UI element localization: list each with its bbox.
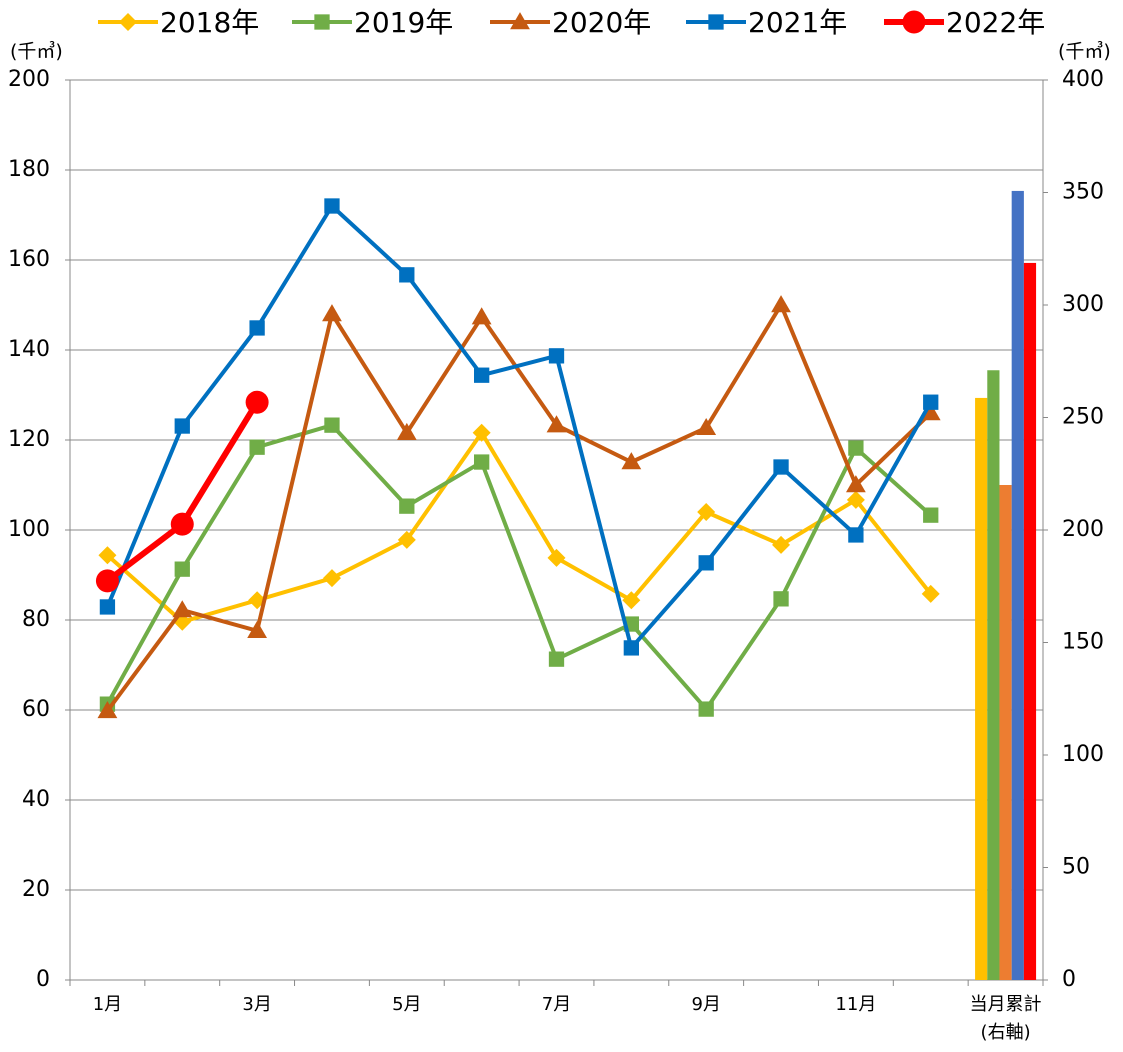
y-tick-label: 120 xyxy=(8,427,50,452)
marker xyxy=(396,422,417,440)
marker xyxy=(399,267,415,283)
x-tick-label: 11月 xyxy=(835,994,876,1015)
marker xyxy=(322,569,341,588)
marker xyxy=(546,415,567,433)
y2-tick-label: 350 xyxy=(1062,180,1104,205)
marker xyxy=(174,418,190,434)
marker xyxy=(773,591,789,607)
marker xyxy=(245,390,269,414)
series-line xyxy=(105,423,933,712)
legend-label: 2020年 xyxy=(552,6,651,39)
marker xyxy=(622,591,641,610)
marker xyxy=(548,651,565,667)
marker xyxy=(621,452,642,470)
x-tick-label: 1月 xyxy=(93,994,122,1015)
marker xyxy=(471,307,492,325)
marker xyxy=(623,640,639,656)
y2-unit: (千㎥) xyxy=(1058,41,1111,63)
y-tick-label: 40 xyxy=(22,787,50,812)
marker xyxy=(170,512,194,536)
x-tick-note: (右軸) xyxy=(981,1022,1031,1043)
x-tick-label: 5月 xyxy=(392,994,421,1015)
marker xyxy=(474,454,490,470)
marker xyxy=(547,548,566,567)
marker xyxy=(698,555,714,571)
y-tick-label: 80 xyxy=(22,607,50,632)
y-tick-label: 60 xyxy=(22,697,50,722)
x-tick-label: 9月 xyxy=(691,994,720,1015)
marker xyxy=(845,475,866,493)
y2-tick-label: 400 xyxy=(1062,67,1104,92)
legend-marker xyxy=(119,13,137,31)
y-tick-label: 180 xyxy=(8,157,50,182)
y2-tick-label: 150 xyxy=(1062,630,1104,655)
legend-label: 2022年 xyxy=(946,6,1045,39)
y-tick-label: 140 xyxy=(8,337,50,362)
legend-marker xyxy=(902,10,926,34)
legend-marker xyxy=(708,14,724,30)
marker xyxy=(174,561,190,577)
y-tick-label: 200 xyxy=(8,67,50,92)
series-line xyxy=(106,430,933,624)
y2-tick-label: 50 xyxy=(1062,855,1090,880)
legend-label: 2021年 xyxy=(748,6,847,39)
marker xyxy=(921,584,940,603)
bar xyxy=(999,485,1012,980)
marker xyxy=(324,198,340,214)
y-tick-label: 160 xyxy=(8,247,50,272)
marker xyxy=(771,295,791,313)
legend-marker xyxy=(314,14,330,30)
y-tick-label: 100 xyxy=(8,517,50,542)
marker xyxy=(920,403,941,421)
marker xyxy=(247,620,268,638)
marker xyxy=(697,503,716,521)
marker xyxy=(923,507,939,523)
y-tick-label: 0 xyxy=(36,967,50,992)
bar xyxy=(987,370,1000,980)
marker xyxy=(95,569,119,593)
y2-tick-label: 250 xyxy=(1062,405,1104,430)
y2-tick-label: 100 xyxy=(1062,742,1104,767)
marker xyxy=(696,417,717,436)
series-line xyxy=(105,204,933,650)
marker xyxy=(249,320,265,336)
marker xyxy=(98,546,117,565)
marker xyxy=(249,439,265,455)
marker xyxy=(324,417,340,433)
marker xyxy=(397,530,416,549)
y-unit: (千㎥) xyxy=(10,41,63,63)
marker xyxy=(322,304,342,322)
marker xyxy=(172,600,193,618)
x-tick-label: 3月 xyxy=(242,994,271,1015)
bar xyxy=(1011,190,1024,981)
x-tick-label: 当月累計 xyxy=(970,994,1042,1015)
marker xyxy=(474,367,490,383)
marker xyxy=(772,535,791,554)
x-tick-label: 7月 xyxy=(542,994,571,1015)
y2-tick-label: 0 xyxy=(1062,967,1076,992)
marker xyxy=(846,490,865,509)
marker xyxy=(472,423,491,442)
marker xyxy=(923,394,939,410)
marker xyxy=(99,599,116,615)
marker xyxy=(773,459,789,475)
bar xyxy=(1023,262,1037,980)
y2-tick-label: 300 xyxy=(1062,292,1104,317)
marker xyxy=(548,348,565,364)
y-tick-label: 20 xyxy=(22,877,50,902)
legend-label: 2018年 xyxy=(160,6,259,39)
marker xyxy=(848,440,864,456)
bar xyxy=(975,397,988,980)
series-line xyxy=(105,303,933,713)
marker xyxy=(97,701,118,719)
marker xyxy=(848,527,864,543)
marker xyxy=(698,701,714,717)
marker xyxy=(399,498,415,514)
legend-marker xyxy=(510,12,530,30)
legend-label: 2019年 xyxy=(354,6,453,39)
y2-tick-label: 200 xyxy=(1062,517,1104,542)
